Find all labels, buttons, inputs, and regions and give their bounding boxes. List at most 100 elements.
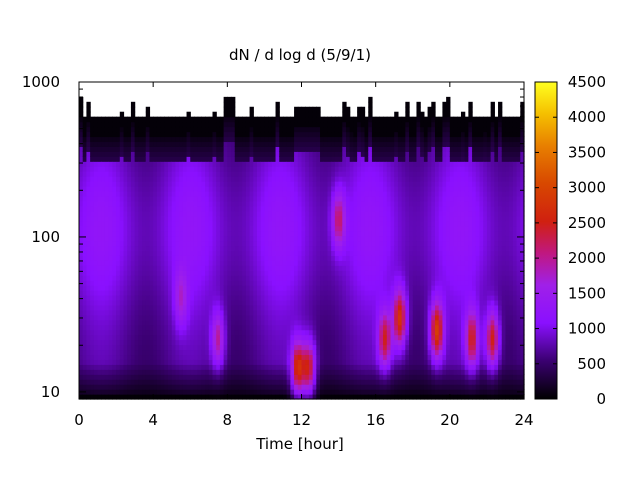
heatmap-cell xyxy=(205,190,210,197)
heatmap-cell xyxy=(308,230,314,237)
heatmap-cell xyxy=(123,255,128,261)
heatmap-cell xyxy=(93,334,99,341)
heatmap-cell xyxy=(182,235,188,242)
heatmap-cell xyxy=(219,141,225,147)
heatmap-cell xyxy=(282,349,288,356)
heatmap-cell xyxy=(242,230,247,237)
heatmap-cell xyxy=(364,176,369,182)
heatmap-cell xyxy=(127,176,132,182)
heatmap-cell xyxy=(353,369,358,375)
heatmap-cell xyxy=(301,131,306,138)
heatmap-cell xyxy=(245,245,251,251)
heatmap-cell xyxy=(360,359,366,365)
heatmap-cell xyxy=(290,141,295,147)
heatmap-cell xyxy=(275,200,280,207)
heatmap-cell xyxy=(97,200,102,207)
heatmap-cell xyxy=(182,384,188,390)
heatmap-cell xyxy=(231,200,236,207)
heatmap-cell xyxy=(205,394,210,400)
heatmap-cell xyxy=(90,369,95,375)
heatmap-cell xyxy=(171,334,177,341)
heatmap-cell xyxy=(368,319,373,326)
heatmap-cell xyxy=(234,394,240,400)
heatmap-cell xyxy=(383,250,388,256)
heatmap-cell xyxy=(201,319,206,326)
heatmap-cell xyxy=(394,116,399,123)
heatmap-cell xyxy=(268,374,273,380)
heatmap-cell xyxy=(245,121,251,128)
heatmap-cell xyxy=(156,245,162,251)
heatmap-cell xyxy=(390,265,395,271)
heatmap-cell xyxy=(316,245,321,251)
heatmap-cell xyxy=(260,285,266,291)
heatmap-cell xyxy=(301,344,306,351)
heatmap-cell xyxy=(130,215,136,222)
heatmap-cell xyxy=(346,339,351,346)
heatmap-cell xyxy=(190,389,195,395)
heatmap-cell xyxy=(156,389,162,395)
heatmap-cell xyxy=(93,210,99,217)
heatmap-cell xyxy=(216,210,221,217)
heatmap-cell xyxy=(286,171,291,177)
heatmap-cell xyxy=(134,210,139,217)
heatmap-cell xyxy=(119,195,125,202)
heatmap-cell xyxy=(305,290,310,296)
heatmap-cell xyxy=(82,230,88,237)
heatmap-cell xyxy=(394,225,399,232)
heatmap-cell xyxy=(294,309,299,316)
heatmap-cell xyxy=(364,334,369,341)
heatmap-cell xyxy=(245,225,251,232)
heatmap-cell xyxy=(156,344,162,351)
heatmap-cell xyxy=(156,200,162,207)
heatmap-cell xyxy=(197,260,202,266)
heatmap-cell xyxy=(190,275,195,281)
heatmap-cell xyxy=(201,359,206,365)
heatmap-cell xyxy=(357,245,362,251)
heatmap-cell xyxy=(116,195,121,202)
heatmap-cell xyxy=(108,384,113,390)
heatmap-cell xyxy=(238,131,243,138)
heatmap-cell xyxy=(104,161,110,167)
heatmap-cell xyxy=(168,250,173,256)
heatmap-cell xyxy=(323,141,329,147)
heatmap-cell xyxy=(171,245,177,251)
heatmap-cell xyxy=(379,171,384,177)
heatmap-cell xyxy=(371,186,377,192)
heatmap-cell xyxy=(171,225,177,232)
heatmap-cell xyxy=(138,255,143,261)
heatmap-cell xyxy=(101,166,106,172)
heatmap-cell xyxy=(231,304,236,311)
heatmap-cell xyxy=(145,270,151,276)
heatmap-cell xyxy=(327,156,332,162)
heatmap-cell xyxy=(171,339,177,346)
heatmap-cell xyxy=(205,220,210,227)
heatmap-cell xyxy=(253,354,258,360)
heatmap-cell xyxy=(193,374,199,380)
heatmap-cell xyxy=(305,245,310,251)
heatmap-cell xyxy=(160,260,165,266)
heatmap-cell xyxy=(119,205,125,212)
heatmap-cell xyxy=(331,349,336,356)
heatmap-cell xyxy=(371,176,377,182)
heatmap-cell xyxy=(90,230,95,237)
heatmap-cell xyxy=(257,359,262,365)
heatmap-cell xyxy=(79,285,84,291)
heatmap-cell xyxy=(93,339,99,346)
heatmap-cell xyxy=(168,186,173,192)
heatmap-cell xyxy=(397,275,403,281)
heatmap-cell xyxy=(205,141,210,147)
heatmap-cell xyxy=(86,344,91,351)
heatmap-cell xyxy=(134,299,139,306)
heatmap-cell xyxy=(294,176,299,182)
heatmap-cell xyxy=(331,280,336,286)
heatmap-cell xyxy=(323,344,329,351)
heatmap-cell xyxy=(86,225,91,232)
heatmap-cell xyxy=(338,364,343,370)
heatmap-cell xyxy=(268,389,273,395)
heatmap-cell xyxy=(257,275,262,281)
heatmap-cell xyxy=(130,141,136,147)
heatmap-cell xyxy=(223,121,228,128)
heatmap-cell xyxy=(290,329,295,336)
heatmap-cell xyxy=(375,210,380,217)
heatmap-cell xyxy=(119,176,125,182)
